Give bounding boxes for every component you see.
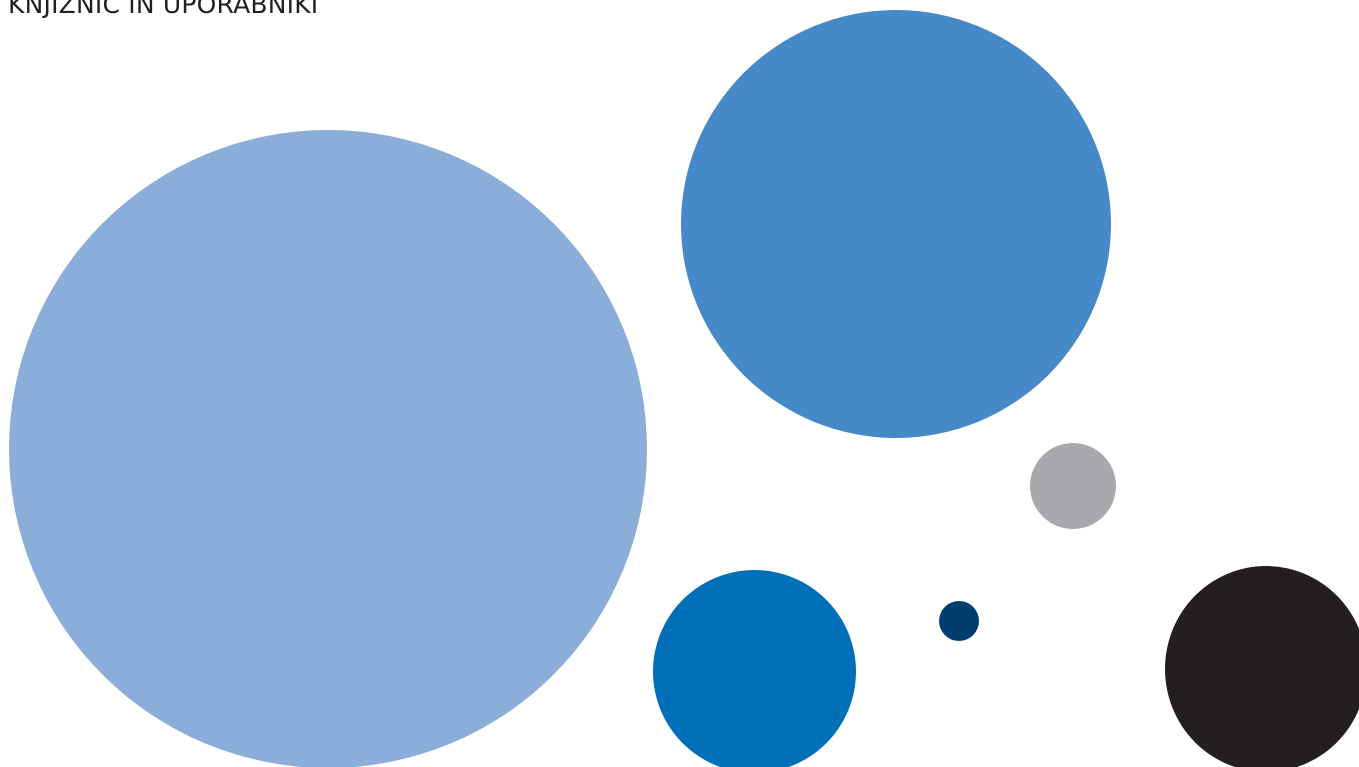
black-circle bbox=[1165, 566, 1359, 767]
page-heading: KNJIŽNIC IN UPORABNIKI bbox=[8, 0, 319, 19]
large-light-blue-circle bbox=[9, 130, 647, 767]
blue-circle bbox=[653, 570, 856, 767]
small-gray-circle bbox=[1030, 443, 1116, 529]
tiny-navy-circle bbox=[939, 601, 979, 641]
medium-blue-circle bbox=[681, 10, 1111, 438]
